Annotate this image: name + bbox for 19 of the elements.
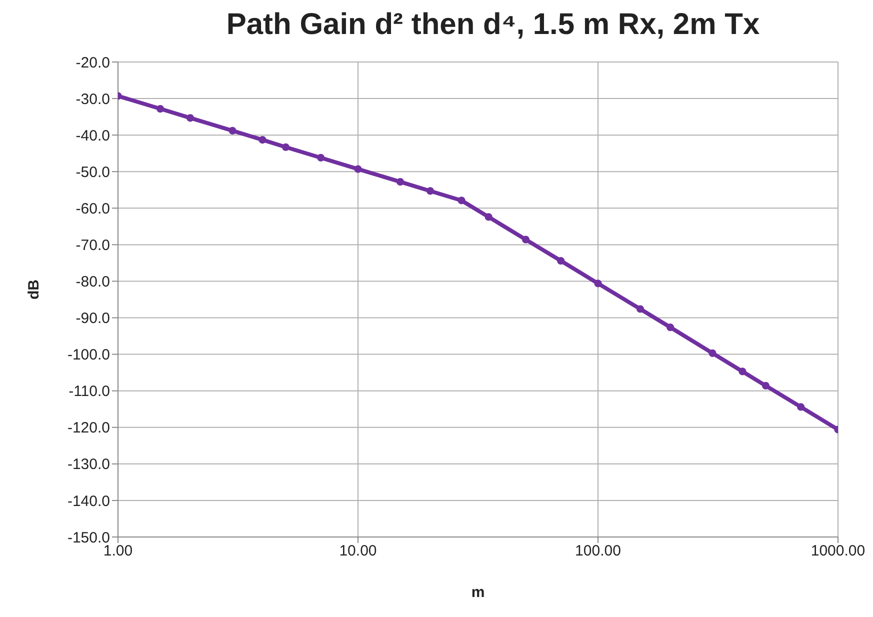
y-tick-label: -40.0 — [76, 127, 110, 144]
chart-title: Path Gain d² then d⁴, 1.5 m Rx, 2m Tx — [225, 8, 761, 43]
x-tick-label: 100.00 — [575, 542, 621, 560]
y-tick-label: -30.0 — [76, 90, 110, 108]
y-tick-label: -60.0 — [76, 200, 110, 218]
y-tick-label: -90.0 — [76, 310, 110, 328]
y-tick-label: -120.0 — [67, 420, 110, 437]
y-tick-label: -50.0 — [76, 164, 110, 181]
y-tick-label: -80.0 — [76, 274, 110, 291]
y-tick-label: -70.0 — [76, 237, 110, 254]
y-tick-label: -110.0 — [68, 383, 110, 400]
y-tick-label: -130.0 — [67, 456, 110, 474]
x-tick-label: 10.00 — [339, 542, 377, 560]
y-tick-label: -100.0 — [67, 346, 110, 364]
y-axis-title: dB — [25, 279, 42, 300]
x-axis-title: m — [471, 584, 485, 601]
y-tick-label: -20.0 — [76, 54, 110, 72]
x-tick-label: 1000.00 — [810, 542, 866, 560]
y-tick-label: -140.0 — [67, 492, 110, 510]
